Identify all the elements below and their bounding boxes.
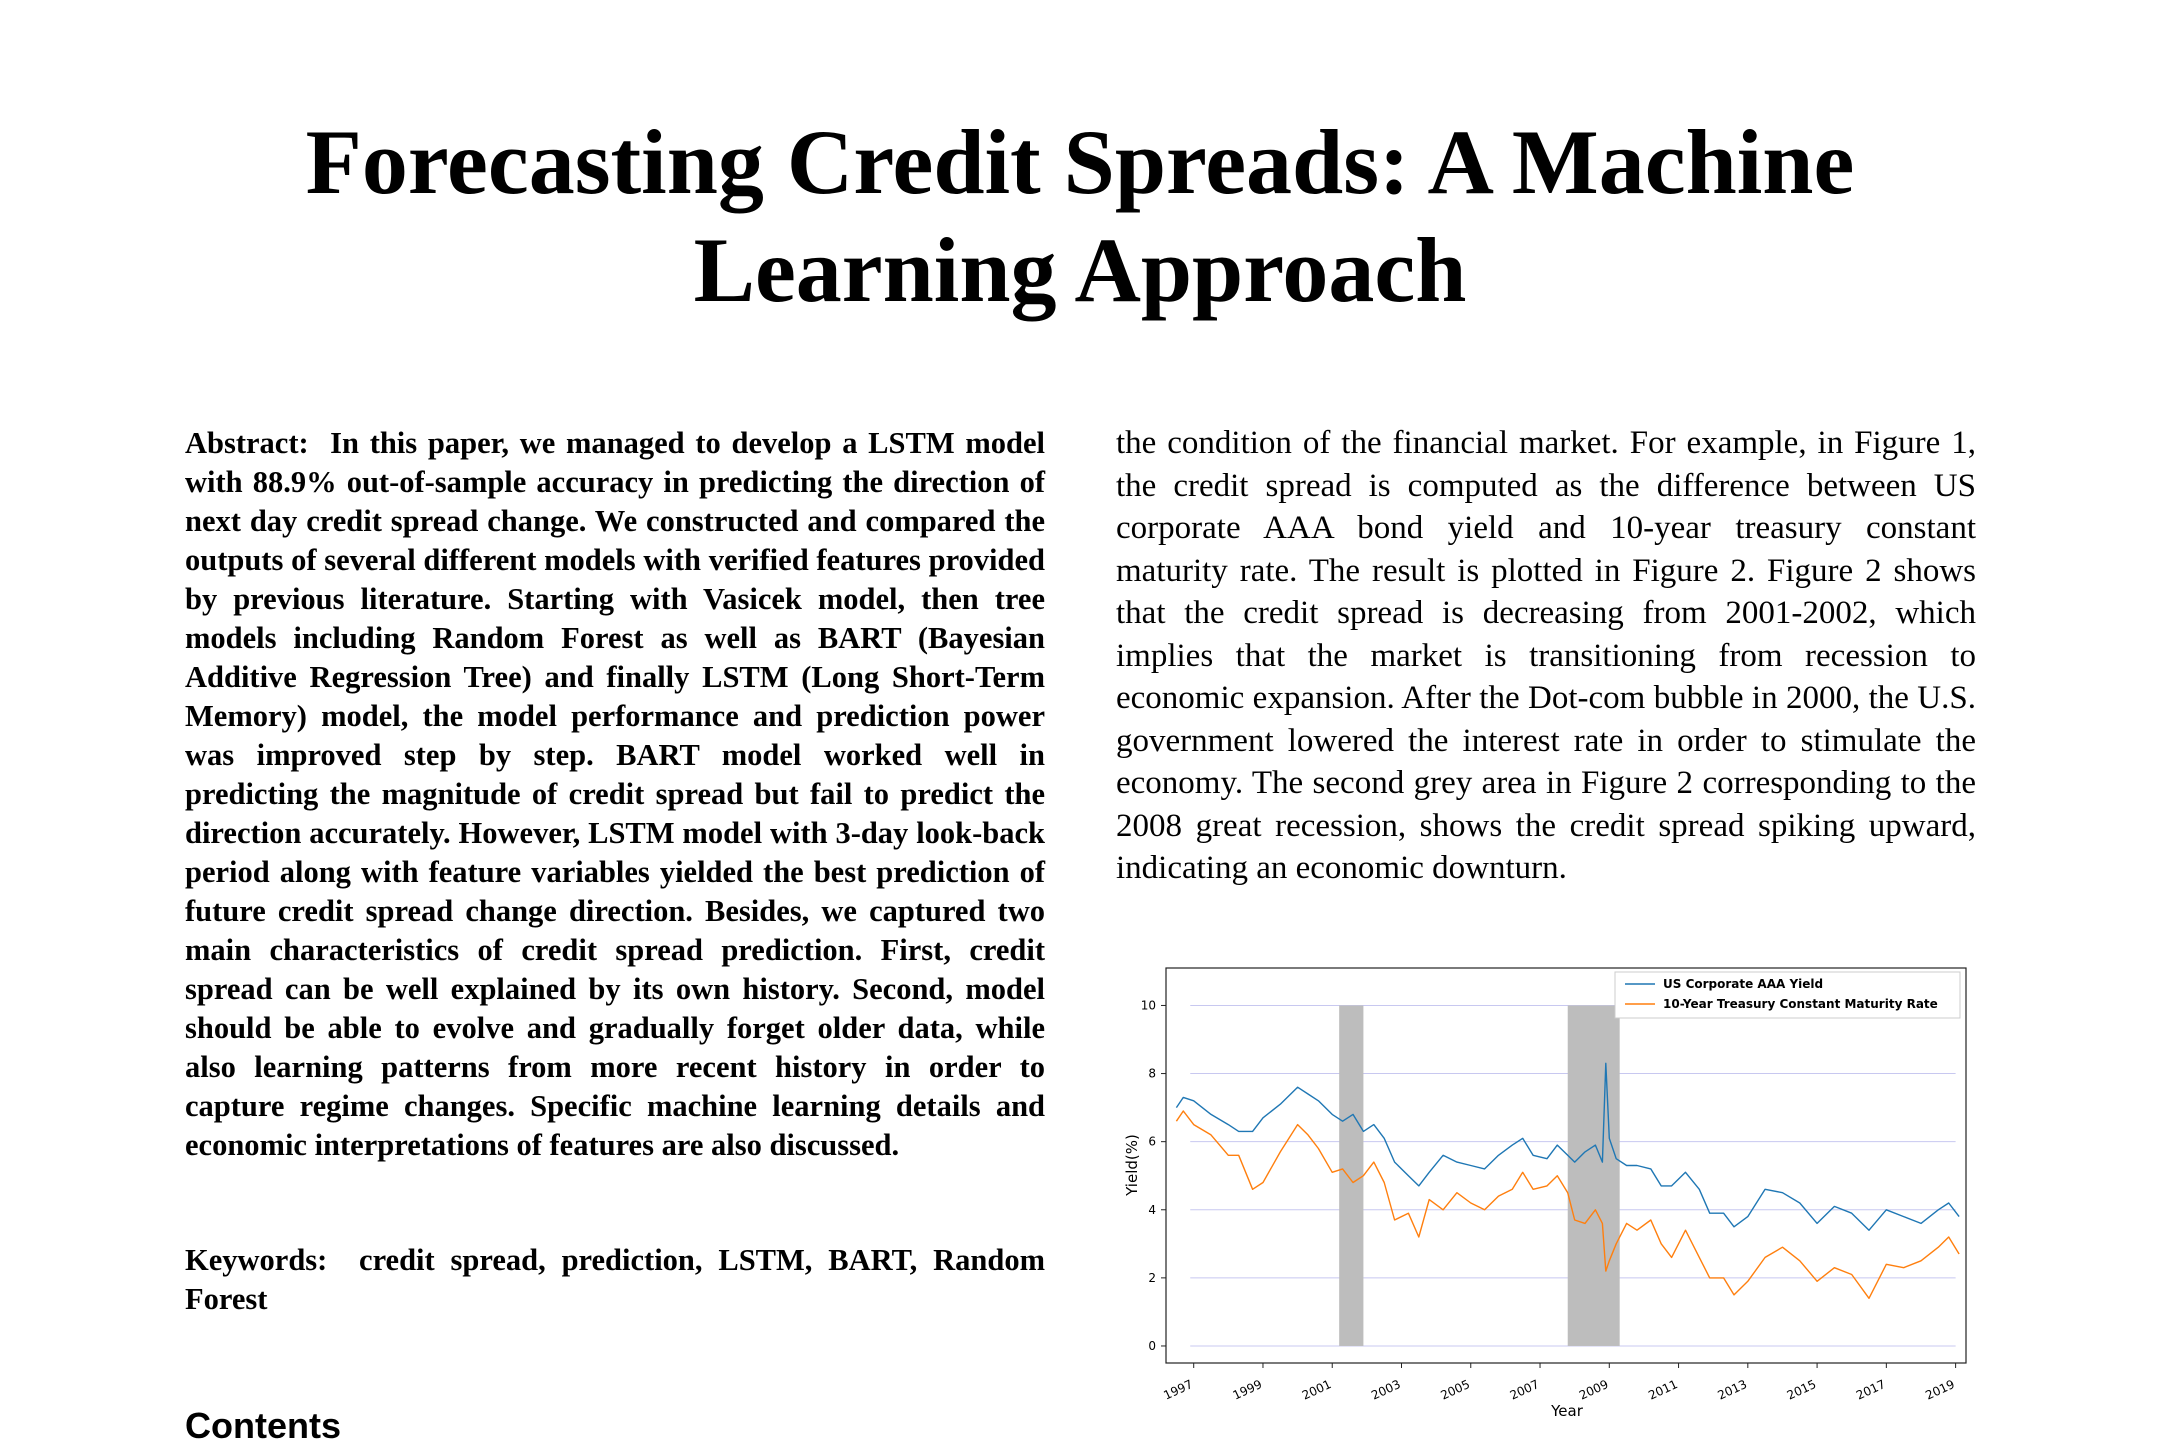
- x-tick-2003: 2003: [1369, 1377, 1403, 1403]
- legend-label-treasury: 10-Year Treasury Constant Maturity Rate: [1663, 997, 1938, 1011]
- x-tick-2017: 2017: [1854, 1377, 1888, 1403]
- y-axis-label: Yield(%): [1123, 1134, 1141, 1197]
- recession-shading: [1339, 1005, 1620, 1346]
- abstract-label: Abstract:: [185, 426, 309, 460]
- x-tick-2007: 2007: [1508, 1377, 1542, 1403]
- x-tick-2009: 2009: [1577, 1377, 1611, 1403]
- series-line-1: [1175, 1110, 1960, 1299]
- legend: US Corporate AAA Yield 10-Year Treasury …: [1614, 971, 1961, 1019]
- y-tick-8: 8: [1148, 1067, 1156, 1081]
- x-tick-2005: 2005: [1438, 1377, 1472, 1403]
- x-tick-2013: 2013: [1715, 1377, 1749, 1403]
- y-tick-4: 4: [1148, 1203, 1156, 1217]
- keywords-text: credit spread, prediction, LSTM, BART, R…: [185, 1243, 1045, 1316]
- keywords: Keywords: credit spread, prediction, LST…: [185, 1241, 1045, 1319]
- x-tick-2001: 2001: [1300, 1377, 1334, 1403]
- abstract-text: In this paper, we managed to develop a L…: [185, 426, 1045, 1162]
- y-tick-2: 2: [1148, 1271, 1156, 1285]
- x-axis-ticks: 1997 1999 2001 2003 2005 2007 2009 2011 2013 2015…: [1161, 1363, 1957, 1403]
- plot-frame: [1165, 967, 1967, 1364]
- y-tick-0: 0: [1148, 1339, 1156, 1353]
- x-tick-2015: 2015: [1785, 1377, 1819, 1403]
- x-tick-1999: 1999: [1231, 1377, 1265, 1403]
- x-tick-2011: 2011: [1646, 1377, 1680, 1403]
- recession-band-0: [1339, 1005, 1364, 1346]
- y-axis-ticks: 0 2 4 6 8 10: [1141, 998, 1166, 1353]
- legend-box: [1614, 971, 1961, 1019]
- legend-label-aaa: US Corporate AAA Yield: [1663, 977, 1823, 991]
- body-paragraph: the condition of the financial market. F…: [1116, 425, 1976, 886]
- yield-chart: 0 2 4 6 8 10 1997 1999 2001 2003 2005 2007 2009 2011…: [1123, 967, 1967, 1420]
- paper-title: Forecasting Credit Spreads: A Machine Le…: [305, 111, 1855, 321]
- x-axis-label: Year: [1550, 1402, 1584, 1420]
- contents-heading: Contents: [185, 1405, 341, 1446]
- x-tick-2019: 2019: [1923, 1377, 1957, 1403]
- abstract: Abstract: In this paper, we managed to d…: [185, 424, 1045, 1165]
- x-tick-1997: 1997: [1161, 1377, 1195, 1403]
- keywords-label: Keywords:: [185, 1243, 328, 1277]
- y-tick-6: 6: [1148, 1135, 1156, 1149]
- y-tick-10: 10: [1141, 998, 1156, 1012]
- series-layer: [1175, 1062, 1960, 1299]
- recession-band-1: [1567, 1005, 1620, 1346]
- series-line-0: [1175, 1062, 1960, 1231]
